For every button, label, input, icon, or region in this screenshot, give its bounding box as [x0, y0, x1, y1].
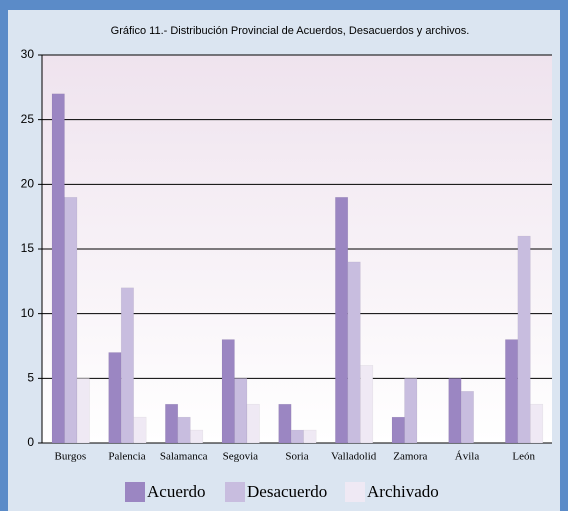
bar [517, 235, 531, 444]
x-tick-label: Palencia [108, 451, 145, 463]
bar [51, 93, 65, 444]
bar [64, 197, 78, 444]
legend-label: Archivado [367, 482, 439, 501]
bar [221, 339, 235, 444]
y-tick-label: 0 [27, 435, 34, 449]
bar [177, 416, 191, 444]
bar [347, 261, 361, 444]
legend-swatch [125, 482, 145, 502]
bar [246, 403, 260, 444]
bar [278, 403, 292, 444]
x-tick-label: Burgos [55, 451, 87, 463]
bar [165, 403, 179, 444]
y-tick-label: 20 [21, 177, 35, 191]
bar [460, 391, 474, 444]
legend-swatch [345, 482, 365, 502]
chart-title: Gráfico 11.- Distribución Provincial de … [111, 25, 470, 37]
x-tick-label: Ávila [455, 451, 480, 463]
bar [290, 429, 304, 444]
bar [391, 416, 405, 444]
x-tick-label: Zamora [393, 451, 427, 463]
legend-label: Desacuerdo [247, 482, 327, 501]
bar [76, 378, 90, 444]
x-tick-label: Salamanca [160, 451, 208, 463]
x-tick-label: Soria [285, 451, 308, 463]
bar [335, 197, 349, 444]
y-tick-label: 25 [21, 112, 35, 126]
bar [108, 352, 122, 444]
y-tick-label: 10 [21, 306, 35, 320]
x-tick-label: Segovia [223, 451, 259, 463]
bar [360, 365, 374, 444]
bar [190, 429, 204, 444]
bar [120, 287, 134, 444]
bar [448, 378, 462, 444]
bar [530, 403, 544, 444]
bar [133, 416, 147, 444]
bar [505, 339, 519, 444]
x-tick-label: León [512, 451, 535, 463]
y-tick-label: 30 [21, 47, 35, 61]
bar [404, 378, 418, 444]
legend-label: Acuerdo [147, 482, 206, 501]
bar [303, 429, 317, 444]
y-tick-label: 15 [21, 241, 35, 255]
x-tick-label: Valladolid [331, 451, 377, 463]
y-tick-label: 5 [27, 371, 34, 385]
bar [234, 378, 248, 444]
legend-swatch [225, 482, 245, 502]
